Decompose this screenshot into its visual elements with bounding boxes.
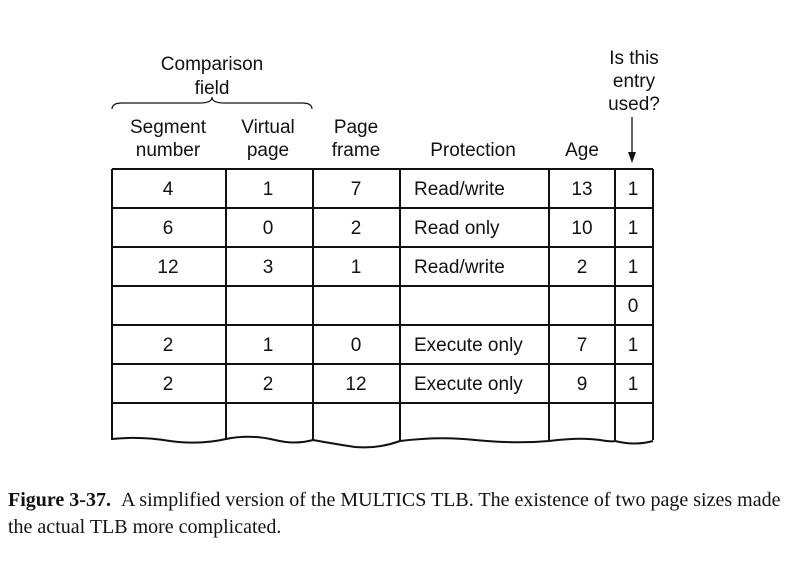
comparison-field-label-line1: Comparison xyxy=(161,54,263,75)
table-cell: 2 xyxy=(163,374,174,395)
table-cell: 13 xyxy=(571,179,592,200)
table-cell: 12 xyxy=(345,374,366,395)
column-header-0-line0: Segment xyxy=(130,117,207,138)
column-header-0-line1: number xyxy=(136,140,201,161)
table-cell: 1 xyxy=(263,179,274,200)
table-cell: 7 xyxy=(351,179,362,200)
table-cell: 0 xyxy=(351,335,362,356)
table-cell: 0 xyxy=(628,296,639,317)
tlb-diagram: Comparison field Is this entry used? Seg… xyxy=(111,48,660,449)
caption-text: A simplified version of the MULTICS TLB.… xyxy=(8,489,781,538)
table-cell: 1 xyxy=(628,335,639,356)
column-header-2-line0: Page xyxy=(334,117,378,138)
table-cell: 4 xyxy=(163,179,174,200)
comparison-field-brace xyxy=(111,96,313,110)
table-cell: 2 xyxy=(351,218,362,239)
column-header-4-line0: Age xyxy=(565,140,599,161)
tlb-table xyxy=(111,168,654,449)
figure-caption: Figure 3-37. A simplified version of the… xyxy=(8,487,783,541)
table-cell: Execute only xyxy=(414,335,523,356)
table-cell: 1 xyxy=(628,218,639,239)
table-cell: Execute only xyxy=(414,374,523,395)
table-cell: 7 xyxy=(577,335,588,356)
entry-used-label-line2: entry xyxy=(613,71,656,92)
table-cell: 9 xyxy=(577,374,588,395)
column-header-3-line0: Protection xyxy=(430,140,516,161)
table-cell: Read/write xyxy=(414,257,505,278)
comparison-field-label-line2: field xyxy=(195,78,230,99)
table-cell: Read/write xyxy=(414,179,505,200)
table-cell: 3 xyxy=(263,257,274,278)
table-cell: 2 xyxy=(263,374,274,395)
table-cell: 1 xyxy=(263,335,274,356)
column-header-1-line1: page xyxy=(247,140,289,161)
figure-label: Figure 3-37. xyxy=(8,489,111,511)
tlb-table-cells: 4 1 7 Read/write 13 16 0 2 Read only 10 112 3 1 Read/… xyxy=(157,179,638,395)
entry-used-label-line3: used? xyxy=(608,94,660,115)
table-cell: Read only xyxy=(414,218,500,239)
column-header-2-line1: frame xyxy=(332,140,381,161)
table-cell: 1 xyxy=(628,179,639,200)
entry-used-arrowhead xyxy=(628,152,636,163)
table-torn-edge xyxy=(111,435,654,449)
table-cell: 0 xyxy=(263,218,274,239)
table-cell: 6 xyxy=(163,218,174,239)
table-cell: 1 xyxy=(628,257,639,278)
column-header-1-line0: Virtual xyxy=(241,117,295,138)
table-cell: 2 xyxy=(577,257,588,278)
entry-used-label-line1: Is this xyxy=(609,48,659,69)
table-cell: 2 xyxy=(163,335,174,356)
table-cell: 1 xyxy=(628,374,639,395)
table-cell: 10 xyxy=(571,218,592,239)
table-cell: 12 xyxy=(157,257,178,278)
table-cell: 1 xyxy=(351,257,362,278)
